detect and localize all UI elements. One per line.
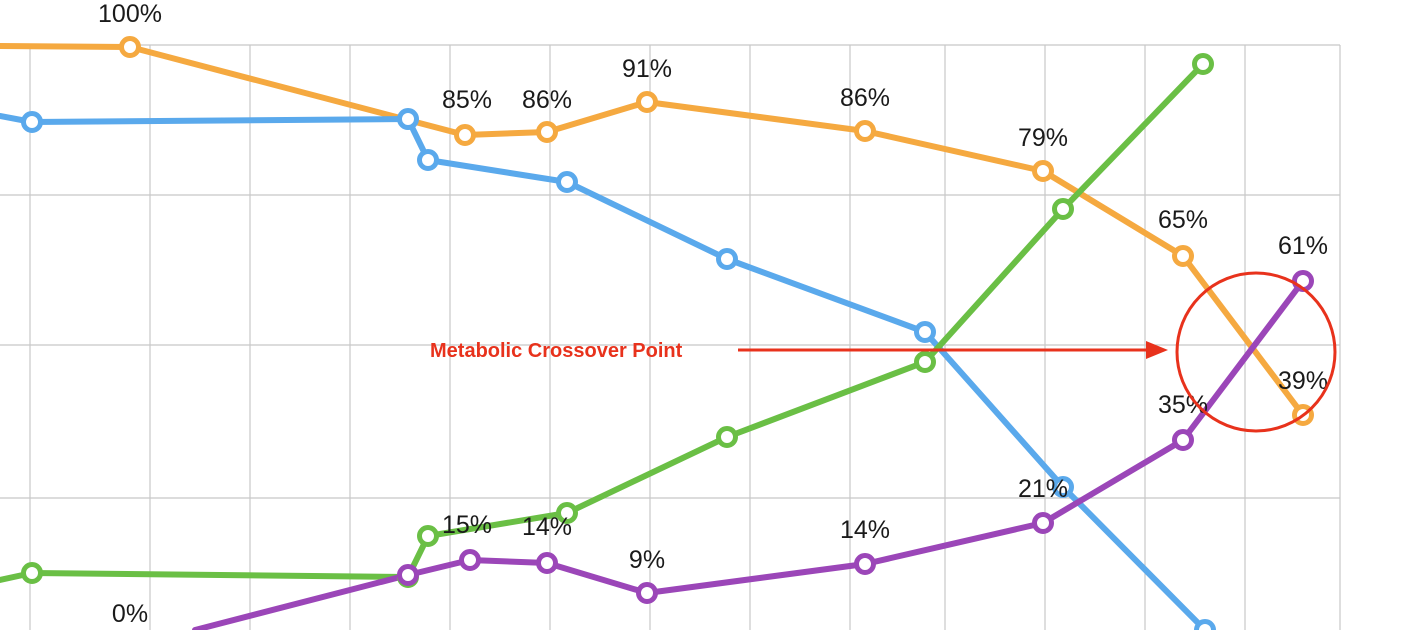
data-point [454, 124, 476, 146]
data-point [21, 562, 43, 584]
data-point [636, 91, 658, 113]
data-point [914, 351, 936, 373]
data-point [1052, 476, 1074, 498]
data-label: 86% [840, 84, 890, 112]
data-point [21, 111, 43, 133]
data-label: 0% [112, 600, 148, 628]
data-point [854, 120, 876, 142]
data-label: 35% [1158, 391, 1208, 419]
annotation-arrowhead [1146, 341, 1168, 359]
data-point [1032, 160, 1054, 182]
data-point [417, 149, 439, 171]
data-point [914, 321, 936, 343]
data-label: 15% [442, 511, 492, 539]
data-point [417, 525, 439, 547]
data-point [556, 502, 578, 524]
data-point [1192, 53, 1214, 75]
data-point [459, 549, 481, 571]
data-label: 61% [1278, 232, 1328, 260]
series-lines [0, 43, 1306, 630]
data-point [854, 553, 876, 575]
data-label: 91% [622, 55, 672, 83]
data-label: 21% [1018, 475, 1068, 503]
data-label: 85% [442, 86, 492, 114]
series-line-1 [0, 113, 1208, 630]
data-label: 39% [1278, 367, 1328, 395]
data-point [1172, 429, 1194, 451]
data-point [536, 552, 558, 574]
series-markers [21, 36, 1314, 630]
data-label: 79% [1018, 124, 1068, 152]
data-labels: 100% 85% 86% 91% 86% 79% 65% 39% 0% 15% 14% 9% 14% 21… [98, 0, 1328, 628]
data-point [536, 121, 558, 143]
data-label: 65% [1158, 206, 1208, 234]
data-point [716, 248, 738, 270]
data-point [1172, 245, 1194, 267]
data-label: 86% [522, 86, 572, 114]
data-point [397, 108, 419, 130]
data-point [716, 426, 738, 448]
data-point [1032, 512, 1054, 534]
data-point [556, 171, 578, 193]
data-label: 9% [629, 546, 665, 574]
data-point [636, 582, 658, 604]
annotation-label: Metabolic Crossover Point [430, 340, 683, 362]
data-point [1194, 619, 1216, 630]
data-point [1052, 198, 1074, 220]
crossover-highlight-circle [1175, 271, 1337, 433]
crossover-annotation: Metabolic Crossover Point [430, 271, 1337, 433]
data-point [397, 564, 419, 586]
data-label: 14% [840, 516, 890, 544]
data-label: 100% [98, 0, 162, 28]
data-label: 14% [522, 513, 572, 541]
data-point [119, 36, 141, 58]
